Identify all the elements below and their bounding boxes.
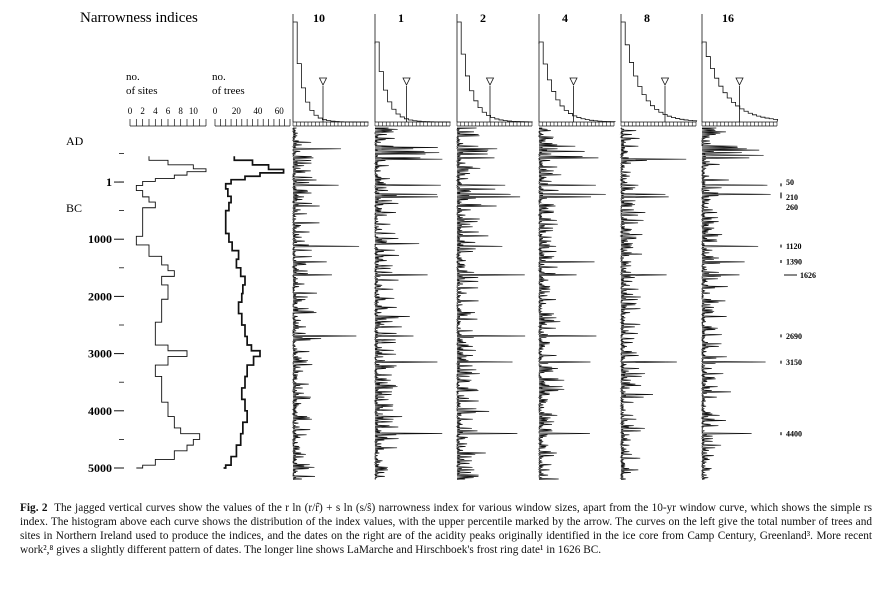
narrowness-index-curve: [619, 127, 687, 480]
era-label-ad: AD: [66, 134, 84, 148]
caption-label: Fig. 2: [20, 502, 48, 514]
sites-tick-label: 2: [140, 106, 145, 116]
figure: Narrowness indices no. of sites no. of t…: [66, 10, 816, 480]
acidity-peak-label: 4400: [786, 430, 802, 439]
percentile-arrow: [735, 77, 744, 86]
acidity-peak-label: 1390: [786, 258, 802, 267]
index-panels: 10 1 2 4 8 16: [291, 11, 779, 480]
trees-curve: [223, 156, 285, 469]
percentile-arrow: [569, 77, 578, 86]
window-size-label: 1: [398, 11, 404, 25]
acidity-peak-label: 1120: [786, 242, 802, 251]
sites-tick-label: 10: [189, 106, 199, 116]
window-size-label: 16: [722, 11, 734, 25]
narrowness-index-curve: [291, 127, 360, 480]
acidity-peak-label: 210: [786, 193, 798, 202]
narrowness-index-curve: [700, 127, 771, 480]
acidity-peak-label: 50: [786, 178, 794, 187]
year-tick-label: 2000: [88, 289, 112, 303]
sites-tick-label: 8: [178, 106, 183, 116]
year-tick-label: 3000: [88, 347, 112, 361]
histogram: [538, 41, 617, 123]
narrowness-index-curve: [537, 127, 606, 480]
figure-caption: Fig. 2 The jagged vertical curves show t…: [20, 501, 872, 557]
acidity-peak-label: 1626: [800, 271, 816, 280]
sites-curve: [135, 156, 207, 469]
year-tick-label: 1000: [88, 232, 112, 246]
trees-tick-label: 0: [213, 106, 218, 116]
caption-text: The jagged vertical curves show the valu…: [20, 502, 872, 556]
year-axis: 1 1000 2000 3000 4000 5000: [88, 152, 124, 475]
window-size-label: 2: [480, 11, 486, 25]
acidity-peak-label: 3150: [786, 358, 802, 367]
trees-label-line2: of trees: [212, 85, 245, 97]
acidity-peak-label: 2690: [786, 332, 802, 341]
trees-panel: 0 20 40 60: [213, 106, 291, 469]
year-tick-label: 1: [106, 175, 112, 189]
histogram: [621, 21, 698, 123]
chart-title: Narrowness indices: [80, 10, 198, 26]
percentile-arrow: [402, 77, 411, 86]
percentile-arrow: [318, 77, 328, 86]
trees-tick-label: 20: [232, 106, 242, 116]
trees-label-line1: no.: [212, 71, 226, 83]
window-size-label: 8: [644, 11, 650, 25]
window-size-label: 10: [313, 11, 325, 25]
sites-tick-label: 6: [166, 106, 171, 116]
sites-label-line1: no.: [126, 71, 140, 83]
year-tick-label: 5000: [88, 461, 112, 475]
window-size-label: 4: [562, 11, 568, 25]
narrowness-index-curve: [373, 127, 443, 480]
percentile-arrow: [485, 77, 495, 86]
histogram: [457, 21, 533, 123]
histogram: [293, 21, 369, 123]
histogram: [374, 41, 451, 123]
year-tick-label: 4000: [88, 404, 112, 418]
sites-tick-label: 0: [128, 106, 133, 116]
sites-panel: 0 2 4 6 8 10: [128, 106, 207, 469]
narrowness-index-curve: [455, 127, 526, 480]
percentile-arrow: [660, 77, 670, 86]
trees-tick-label: 60: [275, 106, 285, 116]
sites-tick-label: 4: [153, 106, 158, 116]
sites-label-line2: of sites: [126, 85, 157, 97]
trees-tick-label: 40: [253, 106, 263, 116]
era-label-bc: BC: [66, 201, 82, 215]
acidity-peak-label: 260: [786, 203, 798, 212]
